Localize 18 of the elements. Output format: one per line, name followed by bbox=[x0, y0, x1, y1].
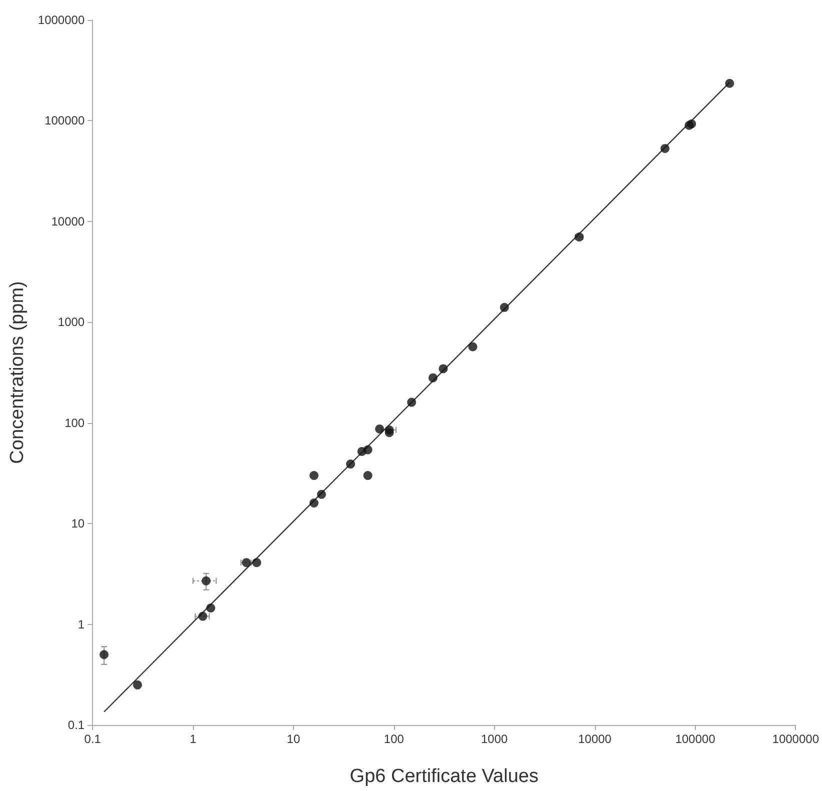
y-tick-label: 1000000 bbox=[38, 13, 85, 27]
x-tick-label: 1 bbox=[190, 732, 197, 746]
y-tick-label: 100000 bbox=[44, 114, 85, 128]
y-tick-label: 0.1 bbox=[68, 718, 85, 732]
y-tick-label: 1000 bbox=[58, 315, 85, 330]
y-tick-label: 10 bbox=[71, 516, 85, 531]
x-tick-label: 10 bbox=[286, 732, 300, 746]
x-tick-label: 1000000 bbox=[772, 732, 820, 746]
x-tick-label: 1000 bbox=[480, 732, 508, 746]
y-axis-title: Concentrations (ppm) bbox=[7, 281, 28, 464]
x-tick-label: 0.1 bbox=[84, 732, 102, 746]
x-tick-label: 100 bbox=[384, 732, 404, 746]
x-tick-label: 100000 bbox=[675, 732, 716, 746]
y-tick-label: 10000 bbox=[51, 214, 85, 228]
y-tick-label: 100 bbox=[64, 416, 85, 430]
x-tick-label: 10000 bbox=[578, 732, 612, 746]
y-tick-label: 1 bbox=[78, 617, 85, 632]
x-axis-title: Gp6 Certificate Values bbox=[350, 766, 538, 787]
